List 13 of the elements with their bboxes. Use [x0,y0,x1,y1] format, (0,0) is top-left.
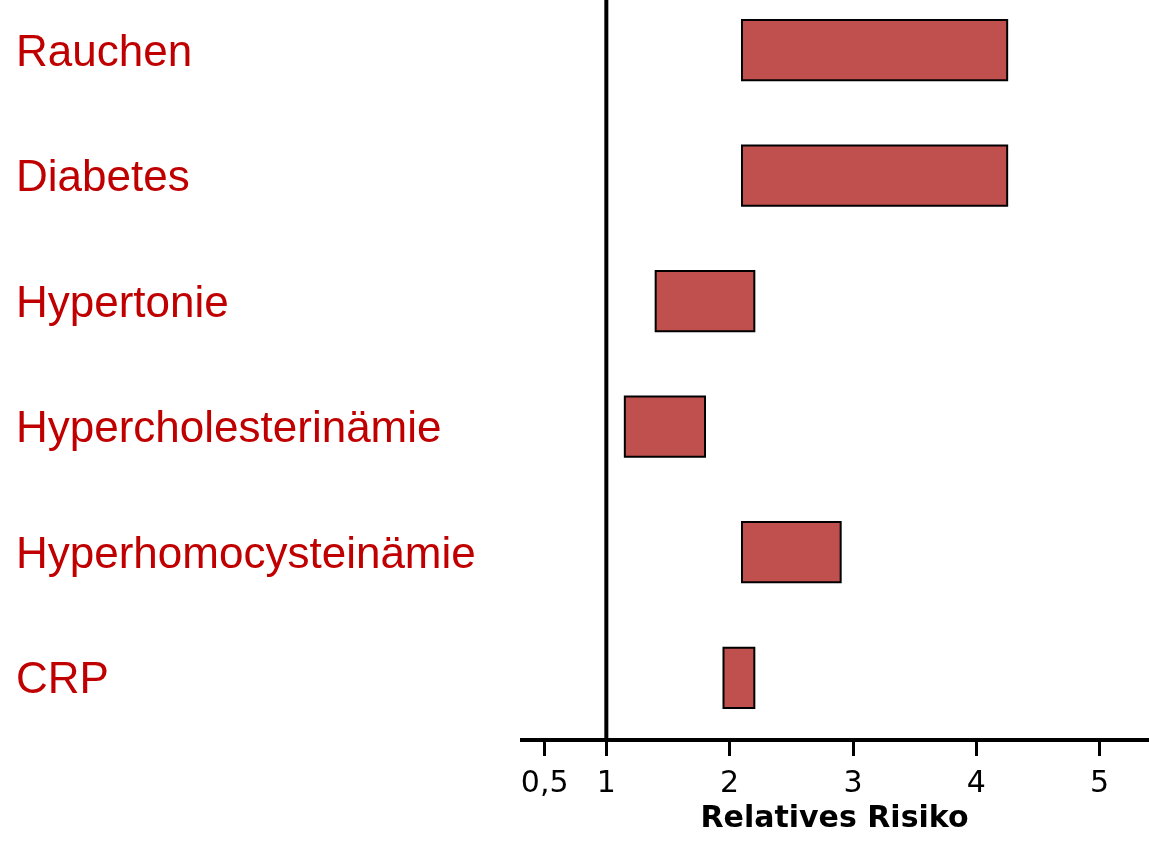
y-tick-label: Rauchen [16,26,193,75]
x-tick-label: 3 [843,764,863,799]
y-tick-label: Hypertonie [16,277,229,326]
y-tick-label: Diabetes [16,151,190,200]
x-tick-label: 4 [966,764,986,799]
x-tick-label: 0,5 [520,764,569,799]
x-tick-label: 2 [720,764,740,799]
x-tick-label: 1 [596,764,616,799]
y-tick-label: CRP [16,653,109,702]
x-axis-title: Relatives Risiko [700,799,969,834]
y-tick-label: Hypercholesterinämie [16,402,442,451]
y-tick-label: Hyperhomocysteinämie [16,528,476,577]
x-tick-label: 5 [1090,764,1110,799]
